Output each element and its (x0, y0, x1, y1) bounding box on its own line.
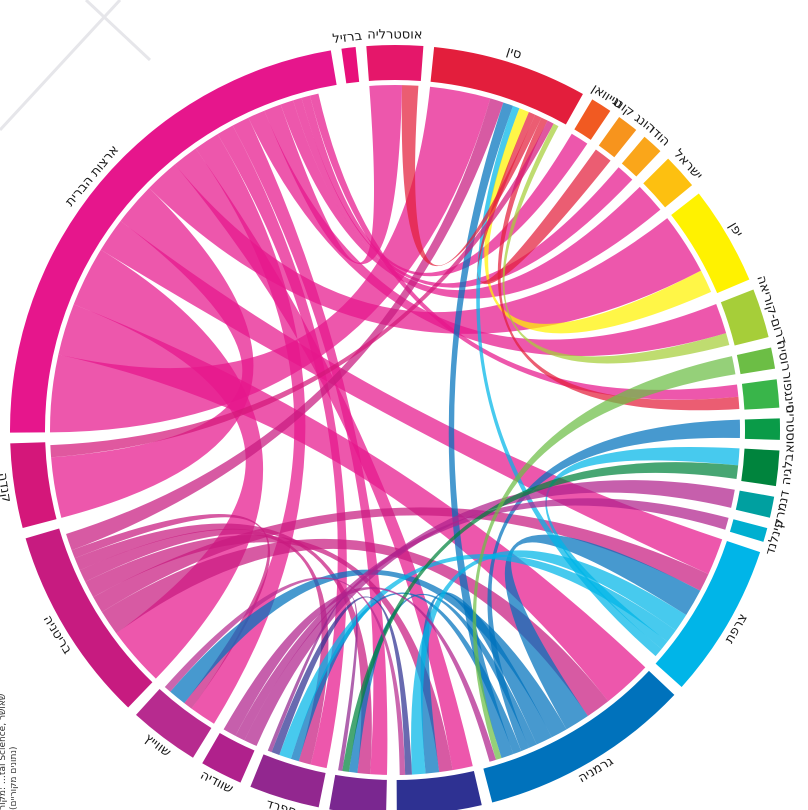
segment-label-brazil: ברזיל (332, 29, 363, 47)
segment-label-belgium: בלגיה (779, 453, 797, 486)
ribbon-russia-germany (472, 356, 736, 760)
segment-label-denmark: דנמרק (771, 489, 793, 529)
segment-arc-australia (366, 44, 424, 81)
segment-label-japan: יפן (725, 220, 745, 240)
segment-arc-southkorea (720, 289, 769, 346)
segment-arc-singapore (741, 379, 780, 410)
segment-arc-italy (396, 770, 482, 810)
ribbon-usa-switzerland (191, 134, 306, 724)
segment-arc-germany (483, 670, 675, 803)
ribbon-china-australia (401, 85, 542, 267)
segment-arc-switzerland (136, 688, 212, 758)
segment-arc-israel (643, 158, 693, 208)
segment-arc-france (655, 541, 761, 688)
segment-label-australia: אוסטרליה (367, 27, 422, 42)
ribbon-usa-southkorea (248, 110, 727, 357)
ribbon-germany-china (448, 102, 514, 759)
segment-arc-austria (744, 418, 780, 440)
ribbon-usa-italy (174, 148, 473, 771)
segment-arc-russia (736, 347, 776, 375)
ribbon-usa-spain (217, 125, 347, 769)
segment-arc-britain (25, 528, 153, 708)
ribbon-italy-spain (271, 596, 412, 775)
ribbon-usa-germany (58, 304, 646, 702)
segment-arc-brazil (341, 47, 360, 84)
segment-arc-spain (250, 754, 326, 808)
segment-arc-taiwan (574, 99, 611, 140)
segment-arc-canada (10, 442, 57, 529)
segment-arc-denmark (735, 490, 775, 518)
source-credit-line2: (נתונים מקוריים) (9, 746, 19, 810)
ribbon-usa-taiwan (301, 95, 588, 277)
segment-label-singapore: סינגפור (779, 371, 798, 413)
segment-label-austria: אוסטריה (782, 405, 797, 453)
chord-arcs (10, 44, 780, 810)
ribbon-germany-italy (420, 592, 552, 774)
source-credit-line1: מקור: …tal Science, שאושר (0, 693, 8, 810)
segment-arc-netherlands (329, 774, 387, 810)
ribbon-usa-japan (149, 164, 702, 334)
source-credit: מקור: …tal Science, שאושר (נתונים מקוריי… (0, 690, 34, 810)
ribbon-germany-france (504, 534, 701, 730)
segment-label-china: סין (505, 44, 524, 63)
segment-label-finland: פינלנד (763, 518, 787, 557)
segment-arc-japan (671, 193, 750, 294)
segment-arc-sweden (202, 732, 255, 783)
ribbon-southkorea-china (502, 123, 730, 364)
ribbon-usa-canada (51, 187, 254, 518)
ribbon-usa-india (293, 97, 633, 288)
segment-label-russia: רוסיה (773, 340, 793, 373)
ribbon-usa-china (50, 86, 491, 433)
ribbon-usa-australia (264, 84, 403, 265)
ribbon-britain-netherlands (74, 523, 372, 775)
chord-ribbons (50, 84, 740, 775)
background-decoration (0, 0, 152, 132)
segment-arc-hongkong (598, 116, 637, 158)
segment-arc-finland (729, 519, 768, 542)
ribbon-usa-netherlands (232, 117, 388, 775)
ribbon-germany-austria (487, 419, 740, 752)
segment-label-canada: קנדה (0, 472, 14, 504)
segment-arc-china (430, 46, 583, 125)
segment-arc-usa (10, 50, 337, 433)
segment-arc-india (621, 136, 661, 177)
segment-arc-belgium (741, 448, 780, 487)
